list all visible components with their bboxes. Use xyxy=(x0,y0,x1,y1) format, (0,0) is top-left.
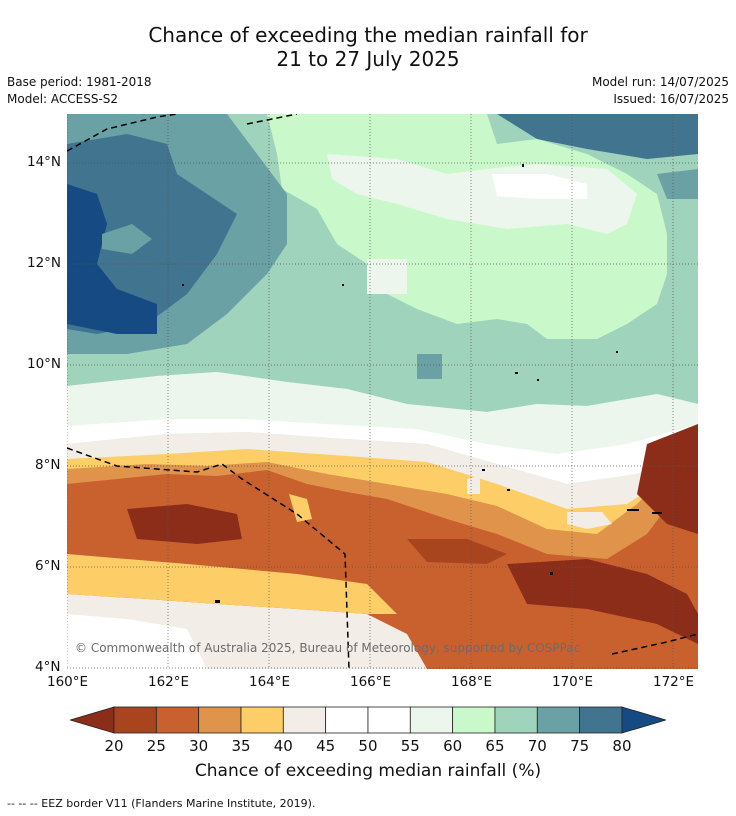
zone-20-25-a xyxy=(407,539,507,564)
zone-below-20-b xyxy=(507,559,698,644)
colorbar-tick-label: 55 xyxy=(400,737,420,755)
colorbar-tick-label: 25 xyxy=(146,737,166,755)
zone-below-20-a xyxy=(127,504,242,544)
colorbar-box xyxy=(579,706,623,734)
colorbar-box xyxy=(325,706,369,734)
zone-70-75-ne xyxy=(657,169,698,199)
lat-label-4n: 4°N xyxy=(35,659,61,675)
lat-label-8n: 8°N xyxy=(35,457,61,473)
colorbar-extend-high xyxy=(621,706,666,734)
zone-45-55-south xyxy=(67,614,207,669)
zone-70-75-patch2 xyxy=(417,354,442,379)
lon-label-168e: 168°E xyxy=(451,674,493,690)
zone-50-55-north xyxy=(492,174,587,199)
colorbar-box xyxy=(198,706,242,734)
model-name: Model: ACCESS-S2 xyxy=(7,92,119,106)
eez-borders xyxy=(67,114,698,669)
zone-40-45-patch2 xyxy=(567,512,612,529)
colorbar-tick-label: 35 xyxy=(231,737,251,755)
lat-label-14n: 14°N xyxy=(27,154,62,170)
zone-40-45-band xyxy=(67,432,698,509)
lon-label-164e: 164°E xyxy=(249,674,291,690)
model-run: Model run: 14/07/2025 xyxy=(591,75,729,89)
zone-55-60-patch xyxy=(367,259,407,294)
colorbar-box xyxy=(536,706,581,734)
lon-label-166e: 166°E xyxy=(350,674,392,690)
issued-date: Issued: 16/07/2025 xyxy=(613,92,729,106)
colorbar-tick-label: 30 xyxy=(189,737,209,755)
base-period: Base period: 1981-2018 xyxy=(7,75,152,89)
copyright-notice: © Commonwealth of Australia 2025, Bureau… xyxy=(75,641,581,655)
islands xyxy=(182,164,662,603)
colorbar-tick-label: 40 xyxy=(273,737,293,755)
colorbar-box xyxy=(240,706,284,734)
colorbar-tick-label: 45 xyxy=(316,737,336,755)
colorbar-tick-label: 70 xyxy=(527,737,547,755)
map-title-line1: Chance of exceeding the median rainfall … xyxy=(148,23,588,47)
zone-55-60-band xyxy=(67,372,698,454)
colorbar-box xyxy=(409,706,454,734)
colorbar-box xyxy=(452,706,496,734)
colorbar-tick-label: 80 xyxy=(612,737,632,755)
zone-above-80-a xyxy=(67,184,157,334)
zone-below-20-c xyxy=(637,424,698,534)
colorbar-tick-label: 50 xyxy=(358,737,378,755)
lat-label-10n: 10°N xyxy=(27,356,62,372)
rainfall-map xyxy=(67,114,698,669)
meta-left: Base period: 1981-2018 Model: ACCESS-S2 xyxy=(7,74,152,108)
colorbar-extend-low xyxy=(70,706,115,734)
eez-footnote: -- -- -- EEZ border V11 (Flanders Marine… xyxy=(7,797,316,810)
map-title-line2: 21 to 27 July 2025 xyxy=(276,47,460,71)
zone-45-55-band xyxy=(67,419,698,484)
zone-55-60-north xyxy=(327,154,637,234)
lat-label-6n: 6°N xyxy=(35,558,61,574)
lon-label-170e: 170°E xyxy=(552,674,594,690)
graticule xyxy=(67,114,698,669)
colorbar-box xyxy=(367,706,411,734)
lon-label-160e: 160°E xyxy=(47,674,89,690)
colorbar-box xyxy=(282,706,327,734)
colorbar-box xyxy=(494,706,538,734)
colorbar-tick-label: 65 xyxy=(485,737,505,755)
zone-70-75-patch xyxy=(102,224,152,254)
lon-label-162e: 162°E xyxy=(148,674,190,690)
colorbar-box xyxy=(113,706,157,734)
colorbar-tick-label: 60 xyxy=(443,737,463,755)
lon-label-172e: 172°E xyxy=(653,674,695,690)
zone-35-40-south xyxy=(67,554,397,614)
zone-40-45-patch xyxy=(467,476,480,494)
lat-label-12n: 12°N xyxy=(27,255,62,271)
colorbar-tick-label: 20 xyxy=(104,737,124,755)
colorbar-box xyxy=(155,706,200,734)
meta-right: Model run: 14/07/2025 Issued: 16/07/2025 xyxy=(592,74,729,108)
colorbar-title: Chance of exceeding median rainfall (%) xyxy=(194,761,542,781)
colorbar xyxy=(70,706,666,734)
zone-75-80-ne xyxy=(497,114,698,159)
zone-35-40-patch xyxy=(289,494,312,522)
colorbar-tick-label: 75 xyxy=(570,737,590,755)
